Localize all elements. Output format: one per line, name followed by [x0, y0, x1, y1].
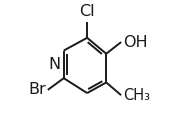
Text: OH: OH	[123, 34, 148, 50]
Text: Cl: Cl	[79, 4, 95, 19]
Text: N: N	[48, 57, 60, 72]
Text: CH₃: CH₃	[123, 88, 150, 103]
Text: Br: Br	[28, 82, 46, 97]
